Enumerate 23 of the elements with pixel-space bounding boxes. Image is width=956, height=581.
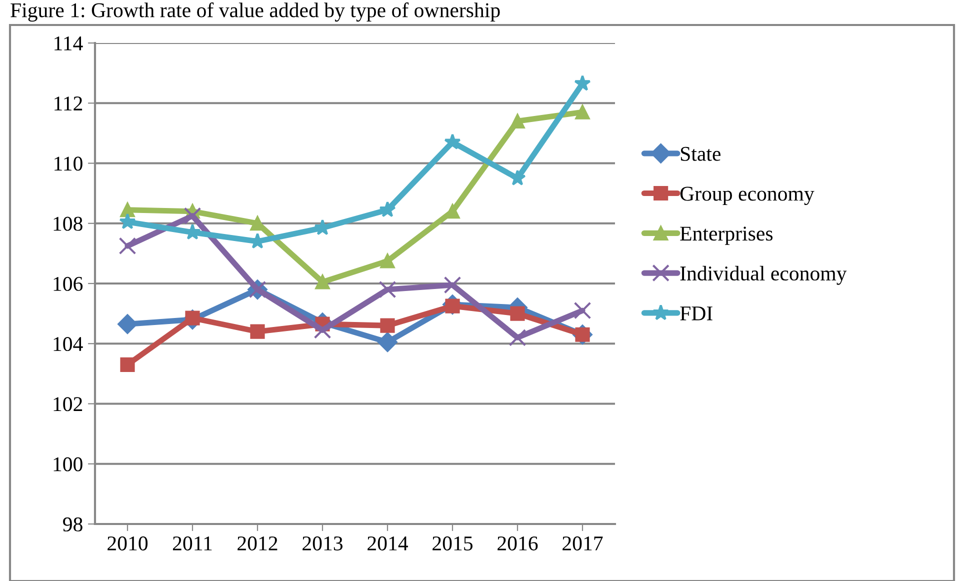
y-tick-label: 98: [63, 517, 82, 532]
y-tick-label: 110: [54, 156, 82, 171]
legend-label: Enterprises: [680, 226, 773, 245]
x-tick-label: 2017: [562, 536, 603, 550]
legend-label: FDI: [680, 306, 712, 320]
x-tick-label: 2011: [172, 536, 212, 550]
x-tick-label: 2012: [238, 536, 278, 550]
x-tick-label: 2015: [432, 536, 473, 550]
y-tick-label: 112: [54, 96, 82, 110]
y-tick-label: 108: [54, 216, 82, 231]
y-tick-label: 114: [54, 36, 83, 50]
x-tick-label: 2013: [302, 536, 343, 550]
x-tick-label: 2016: [498, 536, 538, 550]
legend-label: Individual economy: [680, 266, 847, 285]
x-tick-label: 2010: [108, 536, 148, 550]
chart-title: Figure 1: Growth rate of value added by type of ownership: [10, 2, 500, 22]
y-tick-label: 104: [54, 337, 83, 352]
y-tick-label: 100: [54, 457, 82, 472]
y-tick-label: 106: [54, 276, 83, 291]
y-tick-label: 102: [54, 397, 82, 412]
legend-label: State: [680, 146, 720, 161]
legend-label: Group economy: [680, 186, 814, 206]
x-tick-label: 2014: [368, 536, 408, 550]
